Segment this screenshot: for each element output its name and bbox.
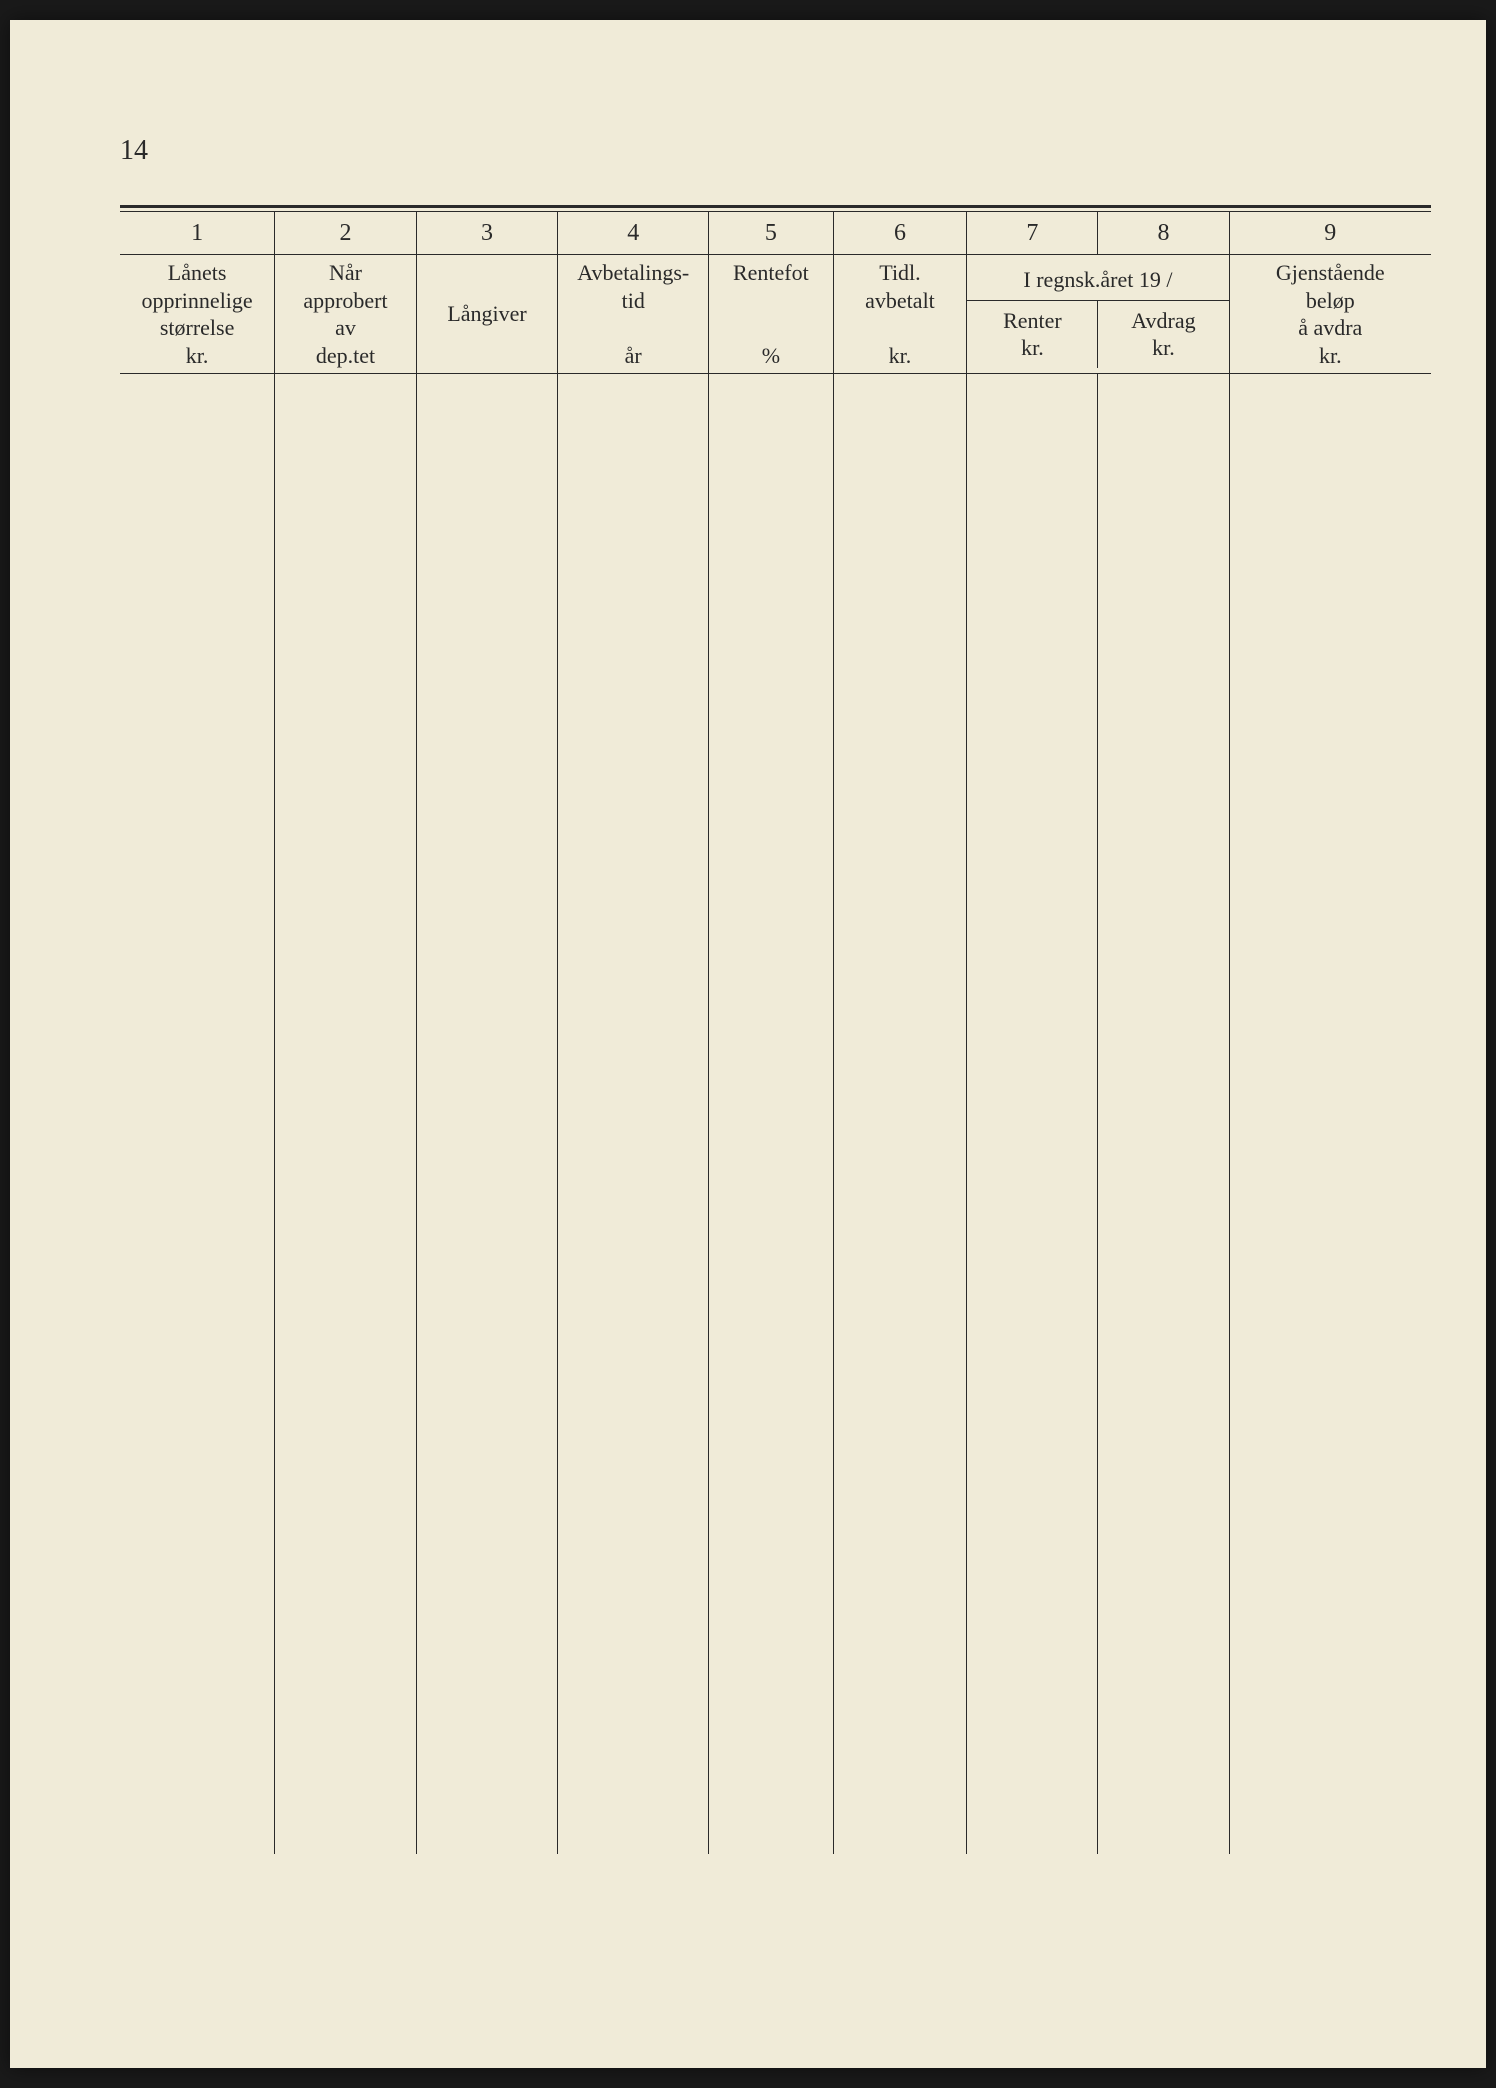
table-cell bbox=[275, 374, 417, 1854]
col-header-text: Tidl. bbox=[879, 260, 920, 285]
col-header-text: kr. bbox=[1021, 335, 1044, 360]
col-header-text: av bbox=[335, 315, 356, 340]
col-header-text: tid bbox=[622, 288, 645, 313]
col-num-8: 8 bbox=[1098, 212, 1229, 255]
col-header-text: dep.tet bbox=[316, 343, 375, 368]
document-page: 14 1 2 3 4 5 6 7 8 9 bbox=[10, 20, 1486, 2068]
col-header-text: % bbox=[762, 343, 780, 368]
col-header-text: kr. bbox=[889, 343, 912, 368]
table-cell bbox=[833, 374, 967, 1854]
col-header-text: Når bbox=[329, 260, 362, 285]
col-num-6: 6 bbox=[833, 212, 967, 255]
table-cell bbox=[1098, 374, 1229, 1854]
col-header-text: approbert bbox=[303, 288, 387, 313]
col-header-text: kr. bbox=[186, 343, 209, 368]
column-header-row: Lånets opprinnelige størrelse kr. Når ap… bbox=[120, 255, 1431, 374]
col-header-text: opprinnelige bbox=[141, 288, 252, 313]
table-cell bbox=[558, 374, 709, 1854]
col-header-text: å avdra bbox=[1298, 315, 1362, 340]
col-header-4: Avbetalings- tid år bbox=[558, 255, 709, 374]
col-num-1: 1 bbox=[120, 212, 275, 255]
col-header-1: Lånets opprinnelige størrelse kr. bbox=[120, 255, 275, 374]
col-num-3: 3 bbox=[416, 212, 558, 255]
col-header-text: avbetalt bbox=[865, 288, 935, 313]
col-header-text: Långiver bbox=[447, 301, 526, 326]
col-header-9: Gjenstående beløp å avdra kr. bbox=[1229, 255, 1431, 374]
col-header-text: Renter bbox=[1003, 308, 1062, 333]
loan-table-container: 1 2 3 4 5 6 7 8 9 Lånets opprinnelige st… bbox=[120, 205, 1431, 1873]
loan-ledger-table: 1 2 3 4 5 6 7 8 9 Lånets opprinnelige st… bbox=[120, 212, 1431, 1854]
col-num-5: 5 bbox=[709, 212, 834, 255]
top-double-rule bbox=[120, 205, 1431, 212]
col-header-text: kr. bbox=[1152, 335, 1175, 360]
table-body-area bbox=[120, 374, 1431, 1854]
col-header-text: størrelse bbox=[160, 315, 235, 340]
column-number-row: 1 2 3 4 5 6 7 8 9 bbox=[120, 212, 1431, 255]
col-num-9: 9 bbox=[1229, 212, 1431, 255]
table-cell bbox=[416, 374, 558, 1854]
col-header-text: Lånets bbox=[168, 260, 227, 285]
table-cell bbox=[1229, 374, 1431, 1854]
table-cell bbox=[709, 374, 834, 1854]
col-header-7-8-group: I regnsk.året 19 / Renter kr. Avdrag kr. bbox=[967, 255, 1229, 374]
col-header-text: beløp bbox=[1306, 288, 1355, 313]
page-number: 14 bbox=[120, 135, 148, 167]
col-header-6: Tidl. avbetalt kr. bbox=[833, 255, 967, 374]
col-header-2: Når approbert av dep.tet bbox=[275, 255, 417, 374]
col-header-8: Avdrag kr. bbox=[1098, 301, 1228, 368]
col-header-3: Långiver bbox=[416, 255, 558, 374]
table-cell bbox=[967, 374, 1098, 1854]
col-header-7: Renter kr. bbox=[967, 301, 1098, 368]
col-header-text: Avdrag bbox=[1131, 308, 1195, 333]
col-header-text: kr. bbox=[1319, 343, 1342, 368]
col-header-text: Rentefot bbox=[733, 260, 809, 285]
col-header-text: Avbetalings- bbox=[577, 260, 689, 285]
col-num-4: 4 bbox=[558, 212, 709, 255]
col-num-2: 2 bbox=[275, 212, 417, 255]
col-header-text: år bbox=[625, 343, 642, 368]
col-header-5: Rentefot % bbox=[709, 255, 834, 374]
spanning-header-text: I regnsk.året 19 / bbox=[967, 260, 1228, 301]
col-header-text: Gjenstående bbox=[1276, 260, 1385, 285]
table-cell bbox=[120, 374, 275, 1854]
col-num-7: 7 bbox=[967, 212, 1098, 255]
